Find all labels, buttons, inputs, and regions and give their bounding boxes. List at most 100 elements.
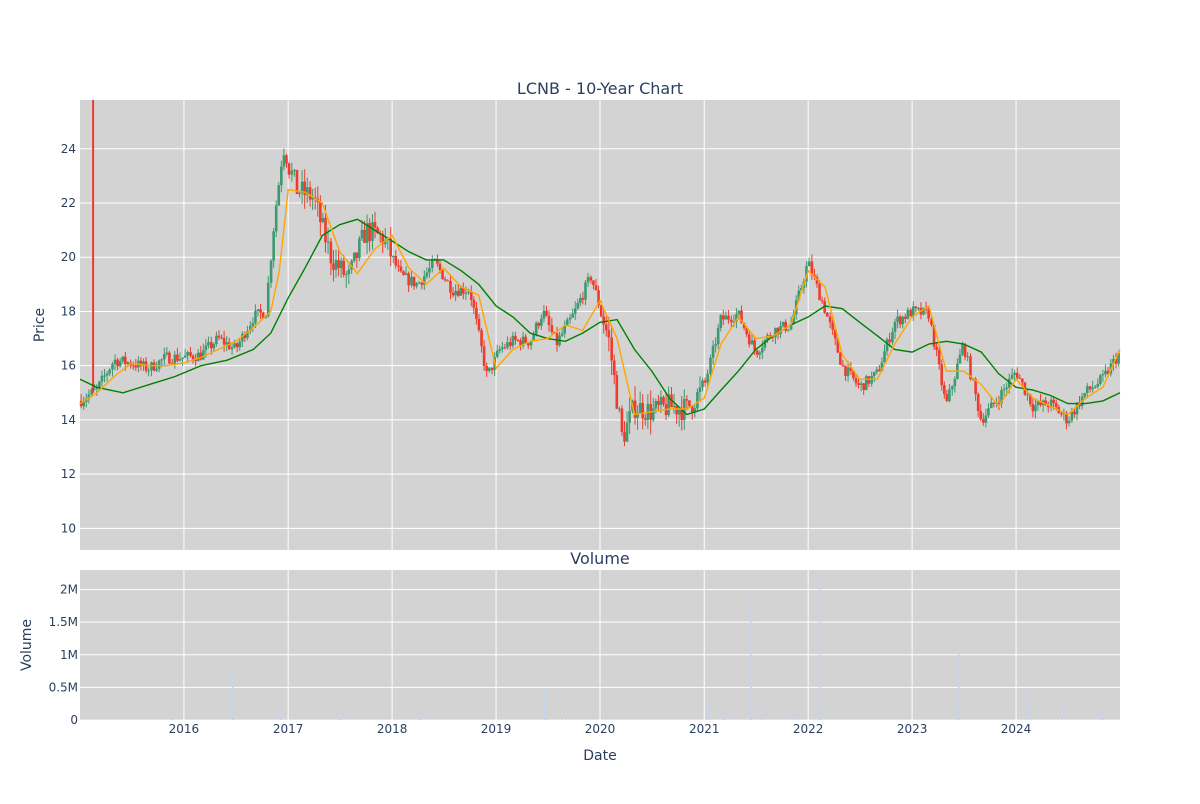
- volume-bar: [505, 719, 507, 720]
- gridlines: [80, 100, 1120, 721]
- candle-body: [862, 383, 866, 391]
- candle-body: [454, 290, 457, 296]
- candle-body: [412, 276, 416, 287]
- volume-bar: [829, 717, 831, 720]
- candle-body: [828, 316, 832, 323]
- volume-bar: [1093, 718, 1095, 720]
- volume-spike-bar: [1102, 712, 1104, 720]
- candle-body: [227, 342, 231, 350]
- volume-bar: [889, 718, 891, 720]
- candle-body: [399, 266, 403, 272]
- candle-body: [987, 408, 990, 416]
- candle-body: [625, 422, 629, 442]
- volume-spike-bar: [818, 576, 821, 720]
- volume-bar: [493, 717, 495, 720]
- candle-body: [545, 310, 548, 316]
- volume-bar: [1049, 718, 1051, 720]
- candle-body: [917, 307, 920, 309]
- candle-body: [173, 354, 177, 364]
- candle-body: [181, 357, 184, 360]
- x-tick-label: 2019: [481, 722, 512, 736]
- candle-body: [98, 381, 101, 388]
- volume-bar: [797, 718, 799, 720]
- volume-bar: [113, 717, 115, 720]
- candle-body: [282, 155, 286, 167]
- candle-body: [891, 331, 894, 343]
- volume-y-tick-label: 0: [70, 713, 78, 727]
- x-tick-label: 2020: [585, 722, 616, 736]
- volume-bar: [749, 717, 751, 720]
- volume-bar: [181, 718, 183, 720]
- volume-bar: [921, 718, 923, 720]
- candle-body: [230, 347, 234, 350]
- candle-body: [233, 343, 236, 348]
- candle-body: [737, 310, 741, 315]
- candle-body: [1021, 378, 1024, 383]
- volume-bar: [709, 719, 711, 720]
- volume-bar: [285, 718, 287, 720]
- price-candles: [79, 100, 1120, 447]
- candle-body: [888, 339, 891, 343]
- volume-bar: [993, 718, 995, 720]
- candle-body: [1114, 358, 1118, 364]
- volume-bar: [713, 718, 715, 720]
- volume-bar: [957, 719, 959, 720]
- candle-body: [784, 321, 787, 331]
- volume-bar: [225, 717, 227, 720]
- volume-bar: [973, 718, 975, 720]
- volume-bar: [817, 717, 819, 720]
- volume-bar: [385, 719, 387, 720]
- volume-bar: [557, 718, 559, 720]
- volume-bar: [617, 718, 619, 720]
- candle-body: [599, 305, 603, 317]
- volume-bar: [821, 717, 823, 720]
- tick-labels: 2016 2017 2018 2019 2020 2021 2022 2023 20241012…: [49, 142, 1032, 736]
- volume-spike-bar: [707, 698, 710, 720]
- volume-bar: [665, 718, 667, 720]
- candle-body: [355, 252, 359, 258]
- candle-body: [105, 373, 109, 376]
- candle-body: [1106, 370, 1110, 374]
- volume-bar: [365, 718, 367, 720]
- candle-body: [534, 322, 538, 335]
- candle-body: [342, 260, 346, 275]
- volume-bar: [745, 717, 747, 720]
- candle-body: [677, 409, 681, 415]
- volume-bar: [405, 719, 407, 720]
- volume-bar: [1009, 719, 1011, 720]
- price-y-tick-label: 18: [61, 304, 76, 318]
- candle-body: [134, 365, 138, 368]
- volume-bar: [197, 719, 199, 720]
- candle-body: [428, 268, 431, 273]
- candle-body: [1067, 420, 1071, 424]
- volume-bar: [529, 719, 531, 720]
- volume-spike-bar: [338, 709, 341, 720]
- volume-bar: [161, 718, 163, 720]
- price-y-tick-label: 10: [61, 521, 76, 535]
- candle-body: [565, 319, 569, 326]
- candle-body: [511, 335, 515, 346]
- volume-bar: [781, 717, 783, 720]
- volume-bar: [1077, 719, 1079, 720]
- candle-body: [963, 344, 967, 357]
- candle-body: [1070, 411, 1074, 421]
- candle-body: [1039, 401, 1042, 405]
- candle-body: [878, 369, 881, 372]
- candle-body: [264, 316, 267, 319]
- volume-bar: [145, 717, 147, 720]
- moving-average-lines: [79, 188, 1121, 416]
- volume-bar: [333, 717, 335, 720]
- candle-body: [1060, 413, 1063, 415]
- volume-bar: [861, 717, 863, 720]
- candle-body: [422, 276, 426, 285]
- volume-bar: [121, 717, 123, 720]
- volume-bar: [969, 718, 971, 720]
- candle-body: [594, 285, 598, 291]
- volume-spike-bar: [760, 710, 762, 720]
- volume-bar: [313, 718, 315, 720]
- volume-bar: [653, 717, 655, 720]
- candle-body: [846, 367, 850, 376]
- candle-body: [1083, 392, 1086, 397]
- candle-body: [441, 269, 444, 280]
- candle-body: [243, 333, 247, 338]
